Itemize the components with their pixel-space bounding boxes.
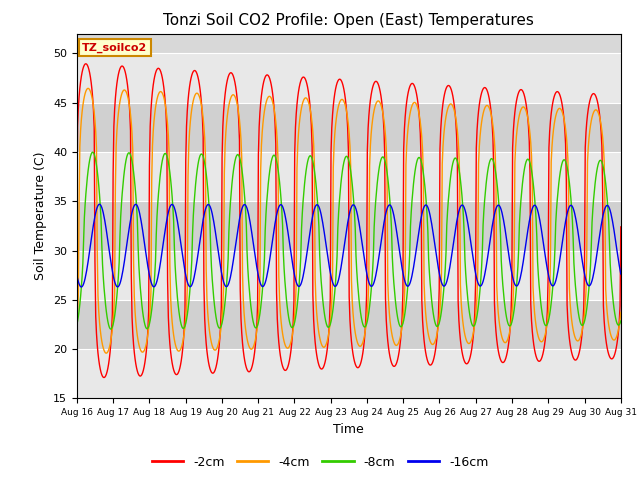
-8cm — [196, 155, 204, 161]
-16cm — [433, 252, 440, 257]
-8cm — [140, 318, 148, 324]
-4cm — [196, 94, 204, 99]
-8cm — [83, 182, 90, 188]
-16cm — [224, 282, 232, 288]
-2cm — [417, 130, 424, 136]
-4cm — [73, 319, 81, 325]
-8cm — [107, 326, 115, 332]
-2cm — [196, 82, 204, 87]
-4cm — [433, 335, 440, 341]
Bar — [77, 251, 621, 300]
-4cm — [83, 87, 90, 93]
-2cm — [617, 224, 625, 230]
Line: -8cm: -8cm — [77, 152, 621, 329]
-4cm — [140, 348, 148, 354]
-8cm — [89, 149, 97, 155]
-8cm — [224, 256, 232, 262]
Line: -4cm: -4cm — [77, 88, 621, 353]
-8cm — [433, 323, 440, 329]
-16cm — [77, 284, 85, 290]
-8cm — [417, 156, 424, 162]
Bar — [77, 349, 621, 398]
-16cm — [417, 219, 424, 225]
Bar — [77, 53, 621, 103]
X-axis label: Time: Time — [333, 423, 364, 436]
-8cm — [617, 318, 625, 324]
Line: -16cm: -16cm — [77, 204, 621, 287]
-16cm — [84, 264, 92, 269]
Bar — [77, 103, 621, 152]
-4cm — [224, 107, 232, 113]
Legend: -2cm, -4cm, -8cm, -16cm: -2cm, -4cm, -8cm, -16cm — [147, 451, 493, 474]
-16cm — [617, 271, 625, 277]
-16cm — [196, 241, 204, 247]
-16cm — [140, 238, 148, 244]
-2cm — [84, 62, 92, 68]
Bar — [77, 152, 621, 201]
Text: TZ_soilco2: TZ_soilco2 — [82, 43, 147, 53]
-2cm — [433, 342, 440, 348]
Bar — [77, 300, 621, 349]
-2cm — [140, 364, 148, 370]
-8cm — [73, 322, 81, 328]
-2cm — [82, 61, 90, 67]
-16cm — [73, 272, 81, 278]
Y-axis label: Soil Temperature (C): Soil Temperature (C) — [35, 152, 47, 280]
-4cm — [417, 119, 424, 125]
Line: -2cm: -2cm — [77, 64, 621, 378]
-2cm — [224, 74, 232, 80]
Title: Tonzi Soil CO2 Profile: Open (East) Temperatures: Tonzi Soil CO2 Profile: Open (East) Temp… — [163, 13, 534, 28]
-2cm — [100, 375, 108, 381]
-2cm — [73, 218, 81, 224]
-4cm — [84, 85, 92, 91]
-4cm — [102, 350, 110, 356]
-16cm — [95, 201, 103, 207]
Bar — [77, 201, 621, 251]
-4cm — [617, 310, 625, 315]
